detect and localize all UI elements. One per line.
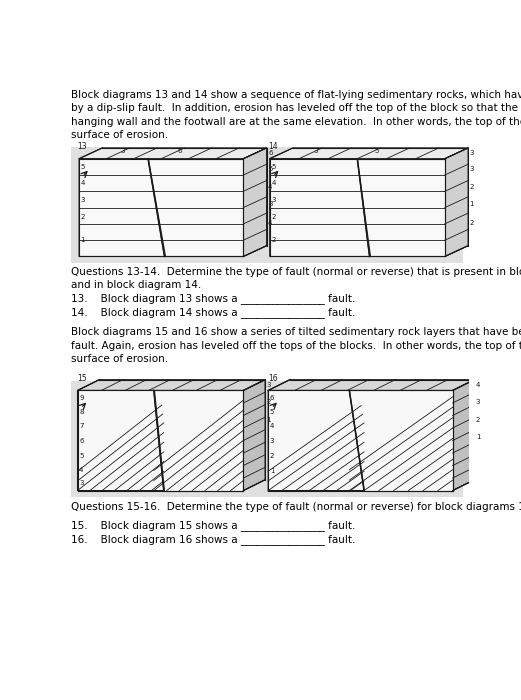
Polygon shape [268, 391, 364, 491]
Text: 2: 2 [476, 416, 480, 423]
Text: 5: 5 [375, 148, 379, 154]
Text: 14.    Block diagram 14 shows a ________________ fault.: 14. Block diagram 14 shows a ___________… [71, 307, 356, 318]
Text: 5: 5 [270, 410, 274, 416]
Text: 3: 3 [79, 480, 83, 486]
Polygon shape [79, 159, 165, 256]
Text: 2: 2 [270, 452, 274, 458]
Text: 5: 5 [81, 164, 85, 169]
Polygon shape [268, 379, 474, 391]
Text: 4: 4 [268, 220, 272, 226]
Text: 6: 6 [268, 150, 272, 156]
Text: 3: 3 [270, 438, 274, 444]
Text: 3: 3 [476, 399, 480, 405]
Text: 5: 5 [268, 167, 272, 172]
Text: 1: 1 [81, 237, 85, 243]
Polygon shape [243, 379, 265, 491]
Text: Questions 13-14.  Determine the type of fault (normal or reverse) that is presen: Questions 13-14. Determine the type of f… [71, 267, 521, 290]
Polygon shape [243, 148, 267, 256]
Text: 5: 5 [79, 452, 83, 458]
Polygon shape [445, 148, 468, 256]
Text: 4: 4 [476, 382, 480, 388]
Text: Block diagrams 15 and 16 show a series of tilted sedimentary rock layers that ha: Block diagrams 15 and 16 show a series o… [71, 328, 521, 364]
Text: 1: 1 [469, 201, 474, 206]
Polygon shape [148, 159, 243, 256]
Text: 4: 4 [81, 180, 85, 186]
Polygon shape [154, 391, 243, 491]
Text: 3: 3 [271, 197, 276, 203]
Polygon shape [350, 391, 453, 491]
Text: 4: 4 [79, 466, 83, 473]
Text: 2: 2 [271, 237, 276, 243]
Text: 2: 2 [469, 220, 474, 226]
Text: 3: 3 [120, 148, 125, 154]
Text: 2: 2 [469, 184, 474, 190]
Text: 9: 9 [79, 395, 83, 402]
Text: 6: 6 [79, 438, 83, 444]
Text: 4: 4 [271, 180, 276, 186]
Text: 3: 3 [314, 148, 318, 154]
Text: 1: 1 [270, 468, 274, 473]
Text: 13: 13 [78, 143, 87, 151]
Text: 3: 3 [268, 201, 272, 206]
Text: 15: 15 [78, 374, 87, 383]
Text: 6: 6 [270, 395, 274, 402]
Text: 7: 7 [79, 424, 83, 430]
Polygon shape [78, 391, 164, 491]
Polygon shape [453, 379, 474, 491]
Polygon shape [270, 159, 369, 256]
Text: 16.    Block diagram 16 shows a ________________ fault.: 16. Block diagram 16 shows a ___________… [71, 533, 356, 545]
Text: 2: 2 [271, 214, 276, 220]
Text: 1: 1 [267, 416, 271, 423]
Text: 3: 3 [469, 150, 474, 156]
Text: 13.    Block diagram 13 shows a ________________ fault.: 13. Block diagram 13 shows a ___________… [71, 293, 356, 304]
Text: Block diagrams 13 and 14 show a sequence of flat-lying sedimentary rocks, which : Block diagrams 13 and 14 show a sequence… [71, 90, 521, 140]
Text: 2: 2 [81, 214, 85, 220]
Polygon shape [79, 148, 267, 159]
Text: 5: 5 [271, 164, 276, 169]
Text: 4: 4 [268, 184, 272, 190]
Text: 3: 3 [81, 197, 85, 203]
Polygon shape [357, 159, 445, 256]
Text: 2: 2 [267, 399, 271, 405]
Bar [71, 147, 463, 263]
Text: Questions 15-16.  Determine the type of fault (normal or reverse) for block diag: Questions 15-16. Determine the type of f… [71, 502, 521, 512]
Polygon shape [78, 379, 265, 391]
Text: 8: 8 [79, 410, 83, 416]
Text: 1: 1 [476, 434, 480, 440]
Text: 3: 3 [469, 167, 474, 172]
Text: 16: 16 [268, 374, 278, 383]
Polygon shape [270, 148, 468, 159]
Text: 4: 4 [270, 424, 274, 430]
Text: 14: 14 [268, 143, 278, 151]
Text: 6: 6 [178, 148, 182, 154]
Text: 3: 3 [267, 382, 271, 388]
Text: 15.    Block diagram 15 shows a ________________ fault.: 15. Block diagram 15 shows a ___________… [71, 520, 356, 531]
Bar [71, 382, 463, 498]
